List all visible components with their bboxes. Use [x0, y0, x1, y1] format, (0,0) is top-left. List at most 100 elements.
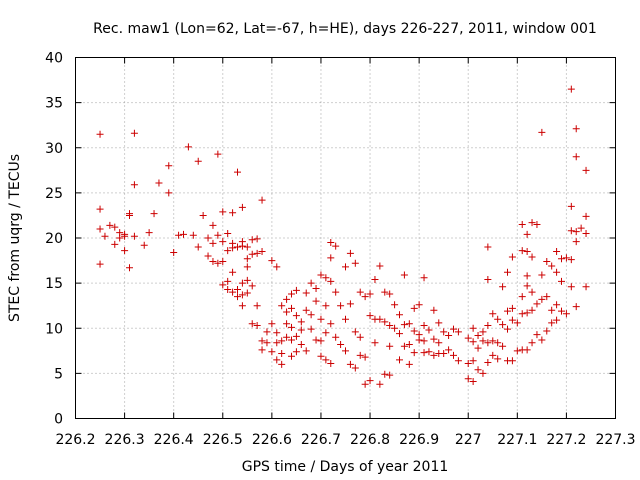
- data-point-marker: [126, 211, 133, 219]
- data-point-marker: [224, 277, 232, 285]
- data-point-marker: [278, 337, 286, 345]
- data-point-marker: [415, 336, 423, 344]
- data-point-marker: [405, 360, 413, 368]
- data-point-marker: [243, 255, 251, 263]
- x-tick-label: 226.9: [399, 432, 439, 448]
- data-point-marker: [238, 291, 246, 299]
- data-point-marker: [346, 300, 354, 308]
- data-point-marker: [337, 302, 345, 310]
- data-point-marker: [469, 324, 477, 332]
- data-point-marker: [464, 375, 472, 383]
- data-point-marker: [504, 325, 511, 333]
- data-point-marker: [322, 356, 330, 364]
- data-point-marker: [538, 128, 546, 136]
- data-point-marker: [106, 221, 114, 229]
- data-point-marker: [307, 325, 315, 333]
- data-point-marker: [533, 331, 541, 339]
- data-point-marker: [533, 220, 541, 228]
- data-point-marker: [582, 166, 590, 174]
- data-point-marker: [258, 346, 266, 354]
- data-point-marker: [567, 202, 575, 210]
- data-point-marker: [126, 264, 133, 272]
- data-point-marker: [297, 340, 305, 348]
- data-point-marker: [263, 328, 271, 336]
- data-point-marker: [283, 295, 291, 303]
- x-tick-label: 226.2: [55, 432, 95, 448]
- data-point-marker: [342, 263, 349, 271]
- data-point-marker: [184, 143, 192, 151]
- data-point-marker: [238, 203, 246, 211]
- data-point-marker: [224, 285, 232, 293]
- data-point-marker: [248, 250, 256, 258]
- data-point-marker: [111, 223, 119, 231]
- data-point-marker: [479, 328, 487, 336]
- data-point-marker: [361, 353, 369, 361]
- data-point-marker: [204, 234, 212, 242]
- data-point-marker: [430, 351, 438, 359]
- data-point-marker: [400, 342, 408, 350]
- data-point-marker: [450, 325, 457, 333]
- x-tick-label: 226.4: [154, 432, 194, 448]
- data-point-marker: [484, 339, 492, 347]
- data-point-marker: [238, 242, 246, 250]
- data-point-marker: [371, 339, 379, 347]
- data-point-marker: [312, 297, 320, 305]
- data-point-marker: [116, 234, 124, 242]
- data-point-marker: [420, 337, 428, 345]
- data-point-marker: [292, 348, 300, 356]
- data-point-marker: [258, 248, 266, 256]
- data-point-marker: [96, 225, 104, 233]
- data-point-marker: [425, 326, 433, 334]
- data-point-marker: [396, 330, 403, 338]
- data-point-marker: [302, 347, 310, 355]
- data-point-marker: [327, 239, 335, 247]
- data-point-marker: [543, 327, 551, 335]
- data-point-marker: [180, 230, 187, 238]
- data-point-marker: [248, 282, 256, 290]
- data-point-marker: [567, 227, 575, 235]
- data-point-marker: [312, 285, 320, 293]
- data-point-marker: [170, 248, 178, 256]
- data-point-marker: [567, 85, 575, 93]
- data-point-marker: [140, 241, 148, 249]
- data-point-marker: [356, 333, 364, 341]
- data-point-marker: [155, 179, 163, 187]
- data-point-marker: [288, 304, 295, 312]
- data-point-marker: [513, 347, 521, 355]
- data-point-marker: [219, 238, 227, 246]
- data-point-marker: [322, 302, 330, 310]
- data-point-marker: [317, 271, 325, 279]
- data-point-marker: [381, 288, 389, 296]
- data-point-marker: [278, 350, 286, 358]
- data-point-marker: [234, 168, 241, 176]
- x-tick-label: 227.2: [546, 432, 586, 448]
- data-point-marker: [278, 360, 286, 368]
- data-point-marker: [366, 312, 374, 320]
- data-point-marker: [96, 205, 104, 213]
- data-point-marker: [121, 247, 129, 255]
- data-point-marker: [351, 259, 359, 267]
- y-tick-label: 5: [54, 366, 63, 382]
- data-point-marker: [435, 339, 443, 347]
- data-point-marker: [572, 125, 580, 133]
- y-tick-label: 10: [45, 321, 63, 337]
- data-point-marker: [165, 189, 173, 197]
- data-point-marker: [489, 337, 497, 345]
- data-point-marker: [533, 300, 541, 308]
- data-point-marker: [582, 212, 590, 220]
- data-point-marker: [518, 220, 526, 228]
- data-point-marker: [288, 352, 295, 360]
- x-axis-tick-labels: 226.2 226.3 226.4 226.5 226.6 226.7 226.8 226.9…: [55, 432, 635, 448]
- data-point-marker: [562, 310, 570, 318]
- data-point-marker: [567, 283, 575, 291]
- y-tick-label: 30: [45, 141, 63, 157]
- data-point-marker: [307, 311, 315, 319]
- data-point-marker: [243, 263, 251, 271]
- data-point-marker: [445, 346, 453, 354]
- y-axis-tick-labels: 0 5 10 15 20 25 30 35 40: [45, 51, 63, 428]
- data-point-marker: [253, 322, 261, 330]
- data-point-marker: [322, 329, 330, 337]
- data-point-marker: [538, 271, 546, 279]
- data-point-marker: [327, 359, 335, 367]
- x-tick-label: 226.3: [105, 432, 145, 448]
